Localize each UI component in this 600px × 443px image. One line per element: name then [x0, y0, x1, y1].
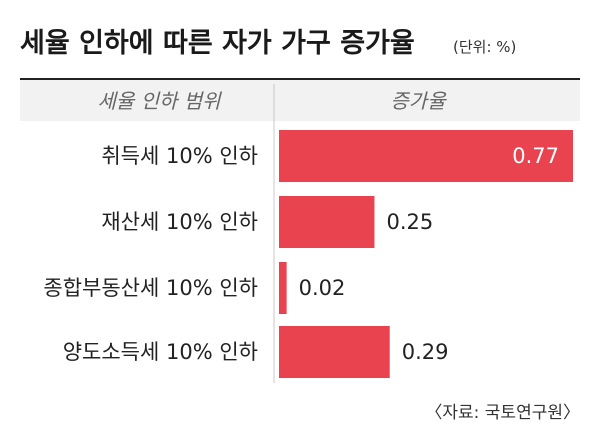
value-label: 0.77 — [512, 144, 559, 168]
value-label: 0.02 — [299, 276, 346, 300]
category-label: 종합부동산세 10% 인하 — [43, 276, 258, 300]
header-band — [20, 79, 580, 121]
value-label: 0.29 — [402, 340, 449, 364]
bar — [279, 130, 573, 182]
value-column-header: 증가율 — [390, 89, 447, 113]
value-label: 0.25 — [386, 210, 433, 234]
category-label: 취득세 10% 인하 — [101, 144, 258, 168]
bar-rows: 취득세 10% 인하 0.77 재산세 10% 인하 0.25 종합부동산세 10% 인… — [43, 130, 573, 378]
bar — [279, 262, 287, 314]
category-column-header: 세율 인하 범위 — [97, 89, 222, 113]
source-note: 〈자료: 국토연구원〉 — [425, 403, 580, 423]
unit-note: (단위: %) — [453, 38, 516, 56]
bar — [279, 196, 375, 248]
category-label: 재산세 10% 인하 — [101, 210, 258, 234]
chart-title: 세율 인하에 따른 자가 가구 증가율 — [20, 28, 415, 59]
bar — [279, 326, 390, 378]
category-label: 양도소득세 10% 인하 — [63, 340, 258, 364]
